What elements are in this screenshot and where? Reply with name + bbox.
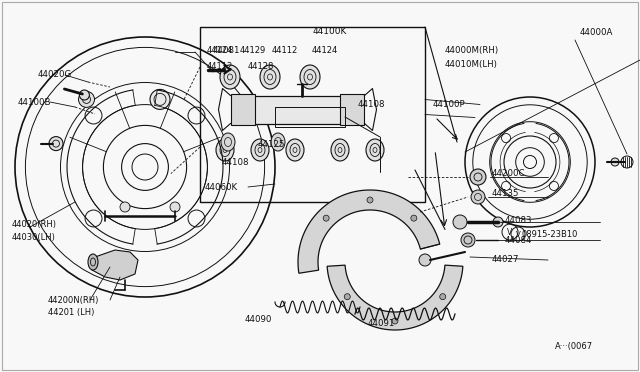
Circle shape xyxy=(392,318,398,324)
Polygon shape xyxy=(327,265,463,330)
Text: 44100K: 44100K xyxy=(313,26,347,35)
Circle shape xyxy=(453,215,467,229)
Circle shape xyxy=(150,89,170,109)
Circle shape xyxy=(470,169,486,185)
Text: 44030(LH): 44030(LH) xyxy=(12,232,56,241)
Circle shape xyxy=(471,190,485,204)
Text: 44200N(RH): 44200N(RH) xyxy=(48,295,99,305)
Circle shape xyxy=(419,254,431,266)
Text: 44100P: 44100P xyxy=(433,99,466,109)
Text: 44084: 44084 xyxy=(505,235,532,244)
Ellipse shape xyxy=(88,254,98,270)
Text: 44129: 44129 xyxy=(240,45,266,55)
Circle shape xyxy=(440,294,445,300)
Ellipse shape xyxy=(216,139,234,161)
Text: 44091: 44091 xyxy=(368,320,396,328)
Text: 44112: 44112 xyxy=(272,45,298,55)
Bar xyxy=(230,94,255,125)
Text: A···(0067: A···(0067 xyxy=(555,343,593,352)
Ellipse shape xyxy=(251,139,269,161)
Circle shape xyxy=(49,137,63,151)
Bar xyxy=(275,107,345,127)
Text: 44108: 44108 xyxy=(358,99,385,109)
Text: 44124: 44124 xyxy=(207,45,233,55)
Circle shape xyxy=(79,92,95,108)
Text: 44081: 44081 xyxy=(213,45,241,55)
Circle shape xyxy=(120,202,130,212)
Circle shape xyxy=(79,90,90,100)
Text: 44083: 44083 xyxy=(505,215,532,224)
Bar xyxy=(200,27,425,202)
Text: 44128: 44128 xyxy=(248,61,275,71)
Ellipse shape xyxy=(331,139,349,161)
Text: 44020G: 44020G xyxy=(38,70,72,78)
Circle shape xyxy=(611,158,619,166)
Bar xyxy=(340,94,365,125)
Circle shape xyxy=(461,233,475,247)
Ellipse shape xyxy=(221,133,235,151)
Ellipse shape xyxy=(366,139,384,161)
Circle shape xyxy=(411,215,417,221)
Text: 44124: 44124 xyxy=(312,45,339,55)
Text: 44200C: 44200C xyxy=(492,169,525,177)
Text: 44108: 44108 xyxy=(222,157,250,167)
Text: 44060K: 44060K xyxy=(205,183,238,192)
Text: 44125: 44125 xyxy=(258,140,285,148)
Circle shape xyxy=(493,217,503,227)
Bar xyxy=(253,96,342,124)
Text: 44020(RH): 44020(RH) xyxy=(12,219,57,228)
Circle shape xyxy=(323,215,329,221)
Text: 44201 (LH): 44201 (LH) xyxy=(48,308,94,317)
Text: 44090: 44090 xyxy=(245,314,273,324)
Text: V: V xyxy=(516,231,520,237)
Text: V: V xyxy=(508,228,513,237)
Ellipse shape xyxy=(271,133,285,151)
Polygon shape xyxy=(298,190,440,273)
Ellipse shape xyxy=(286,139,304,161)
Circle shape xyxy=(344,294,350,300)
Text: 44100B: 44100B xyxy=(18,97,51,106)
Text: 44000M(RH): 44000M(RH) xyxy=(445,45,499,55)
Ellipse shape xyxy=(260,65,280,89)
Text: 08915-23B10: 08915-23B10 xyxy=(522,230,579,238)
Ellipse shape xyxy=(220,65,240,89)
Text: 44135: 44135 xyxy=(492,189,520,198)
Polygon shape xyxy=(90,250,138,280)
Text: 44000A: 44000A xyxy=(580,28,613,36)
Ellipse shape xyxy=(300,65,320,89)
Text: 44027: 44027 xyxy=(492,256,520,264)
Text: 44112: 44112 xyxy=(207,61,233,71)
Text: 44010M(LH): 44010M(LH) xyxy=(445,60,498,68)
Circle shape xyxy=(170,202,180,212)
Circle shape xyxy=(367,197,373,203)
